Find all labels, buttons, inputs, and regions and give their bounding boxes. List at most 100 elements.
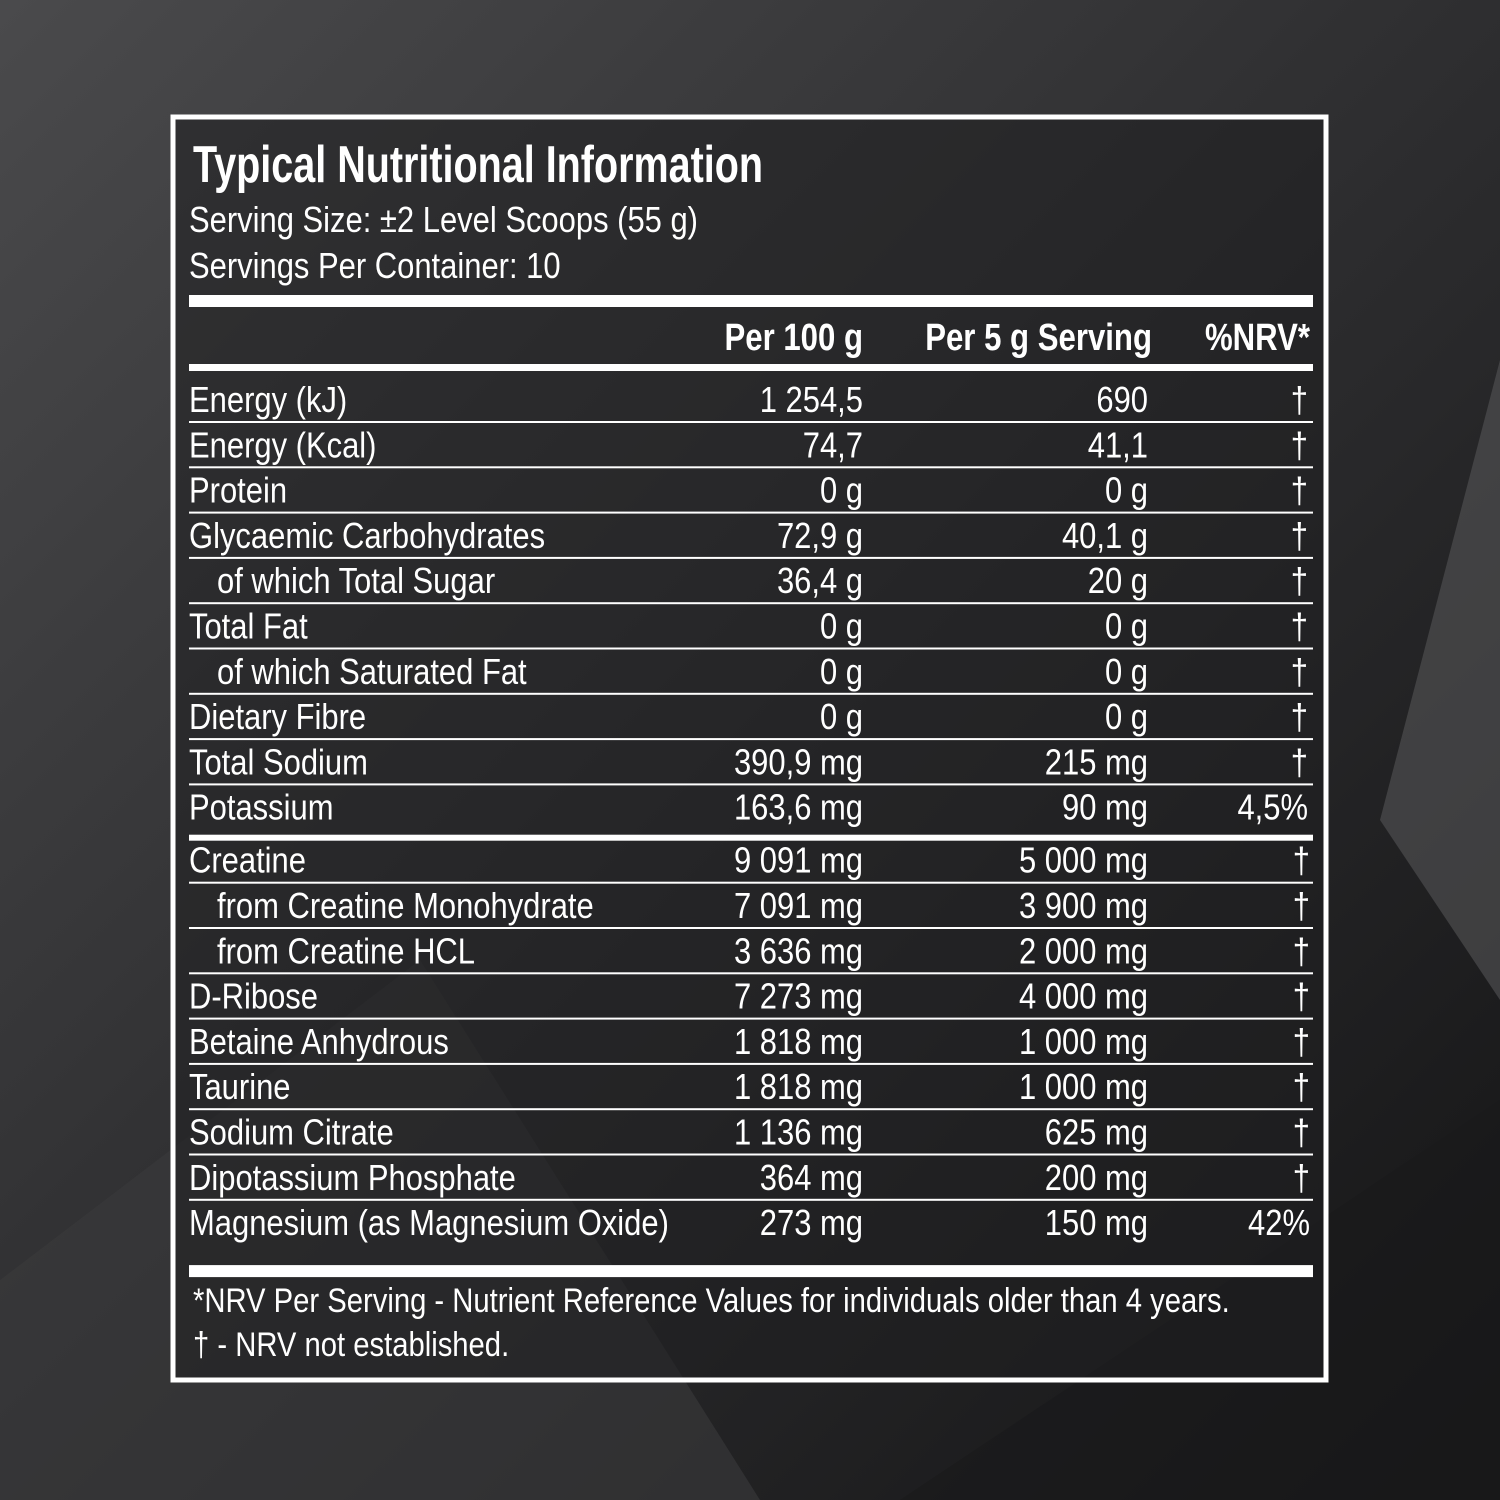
serving-size: Serving Size: ±2 Level Scoops (55 g): [189, 201, 698, 241]
per-100g: 72,9 g: [777, 517, 863, 557]
per-serving: 215 mg: [1045, 743, 1148, 783]
per-serving: 90 mg: [1062, 789, 1148, 829]
per-serving: 3 900 mg: [1019, 887, 1148, 927]
nutrient-name: D-Ribose: [189, 978, 318, 1018]
row-rule: [189, 511, 1313, 514]
nrv: 42%: [1248, 1204, 1310, 1244]
bg-shape: [1380, 360, 1500, 1000]
per-serving: 625 mg: [1045, 1113, 1148, 1153]
row-rule: [189, 972, 1313, 975]
nrv: †: [1293, 1068, 1310, 1108]
row-rule: [189, 1108, 1313, 1111]
per-serving: 2 000 mg: [1019, 932, 1148, 972]
bottom-bar: [189, 1265, 1313, 1278]
nrv: †: [1291, 743, 1308, 783]
per-100g: 1 818 mg: [734, 1023, 863, 1063]
title: Typical Nutritional Information: [193, 135, 763, 194]
section-bar: [189, 834, 1313, 841]
row-rule: [189, 1017, 1313, 1020]
per-100g: 3 636 mg: [734, 932, 863, 972]
per-100g: 163,6 mg: [734, 789, 863, 829]
row-rule: [189, 738, 1313, 741]
row-rule: [189, 1062, 1313, 1065]
per-serving: 40,1 g: [1062, 517, 1148, 557]
per-serving: 690: [1096, 381, 1148, 421]
nrv: †: [1293, 978, 1310, 1018]
nutrient-name: of which Saturated Fat: [217, 653, 527, 693]
per-100g: 1 818 mg: [734, 1068, 863, 1108]
nutrient-name: Taurine: [189, 1068, 291, 1108]
row-rule: [189, 1153, 1313, 1156]
nutrient-name: Total Fat: [189, 607, 308, 647]
row-rule: [189, 692, 1313, 695]
nrv: †: [1291, 381, 1308, 421]
nutrient-name: Energy (Kcal): [189, 426, 376, 466]
per-100g: 0 g: [820, 607, 863, 647]
servings-per-container: Servings Per Container: 10: [189, 247, 561, 287]
per-100g: 1 254,5: [760, 381, 863, 421]
per-100g: 7 273 mg: [734, 978, 863, 1018]
per-serving: 4 000 mg: [1019, 978, 1148, 1018]
per-100g: 0 g: [820, 698, 863, 738]
per-100g: 364 mg: [760, 1159, 863, 1199]
nutrient-name: of which Total Sugar: [217, 562, 495, 602]
footnote: *NRV Per Serving - Nutrient Reference Va…: [193, 1281, 1230, 1320]
per-serving: 41,1: [1088, 426, 1148, 466]
nrv: †: [1291, 562, 1308, 602]
nutrient-name: from Creatine HCL: [217, 932, 475, 972]
row-rule: [189, 421, 1313, 423]
row-rule: [189, 927, 1313, 929]
row-rule: [189, 1198, 1313, 1201]
column-header: Per 5 g Serving: [925, 317, 1152, 359]
label-border: [170, 114, 1329, 1383]
per-serving: 0 g: [1105, 607, 1148, 647]
nutrient-name: Energy (kJ): [189, 381, 347, 421]
per-serving: 0 g: [1105, 653, 1148, 693]
per-100g: 1 136 mg: [734, 1113, 863, 1153]
column-header: %NRV*: [1205, 317, 1310, 359]
per-100g: 390,9 mg: [734, 743, 863, 783]
top-bar: [189, 295, 1313, 307]
row-rule: [189, 466, 1313, 469]
nrv: †: [1291, 517, 1308, 557]
nrv: †: [1293, 932, 1310, 972]
per-100g: 36,4 g: [777, 562, 863, 602]
nutrient-name: Potassium: [189, 789, 333, 829]
nutrient-name: Sodium Citrate: [189, 1113, 394, 1153]
row-rule: [189, 881, 1313, 884]
per-100g: 7 091 mg: [734, 887, 863, 927]
nutrient-name: Betaine Anhydrous: [189, 1023, 449, 1063]
nrv: †: [1293, 1023, 1310, 1063]
nrv: †: [1291, 698, 1308, 738]
per-100g: 0 g: [820, 472, 863, 512]
nutrient-name: Dietary Fibre: [189, 698, 366, 738]
header-bar: [189, 364, 1313, 371]
nutrient-name: Creatine: [189, 842, 306, 882]
nrv: †: [1291, 472, 1308, 512]
nutrient-name: from Creatine Monohydrate: [217, 887, 594, 927]
per-serving: 1 000 mg: [1019, 1023, 1148, 1063]
nrv: †: [1291, 653, 1308, 693]
nrv: †: [1291, 426, 1308, 466]
nutrient-name: Dipotassium Phosphate: [189, 1159, 516, 1199]
column-header: Per 100 g: [724, 317, 863, 359]
per-serving: 0 g: [1105, 698, 1148, 738]
per-serving: 0 g: [1105, 472, 1148, 512]
per-serving: 5 000 mg: [1019, 842, 1148, 882]
nutrient-name: Magnesium (as Magnesium Oxide): [189, 1204, 669, 1244]
nrv: †: [1291, 607, 1308, 647]
row-rule: [189, 556, 1313, 559]
footnote: † - NRV not established.: [193, 1325, 509, 1364]
per-serving: 20 g: [1088, 562, 1148, 602]
nutrient-name: Total Sodium: [189, 743, 368, 783]
per-100g: 9 091 mg: [734, 842, 863, 882]
nutrient-name: Glycaemic Carbohydrates: [189, 517, 545, 557]
per-serving: 1 000 mg: [1019, 1068, 1148, 1108]
nrv: †: [1293, 887, 1310, 927]
nutrient-name: Protein: [189, 472, 287, 512]
row-rule: [189, 783, 1313, 786]
nrv: †: [1293, 1159, 1310, 1199]
nrv: †: [1293, 842, 1310, 882]
